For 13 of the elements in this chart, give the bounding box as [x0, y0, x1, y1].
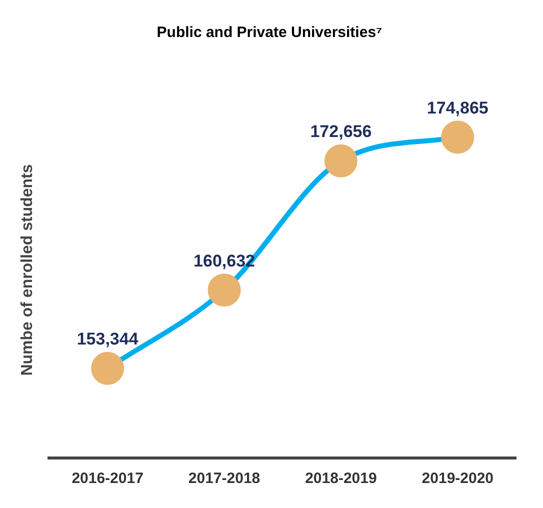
- data-label: 172,656: [310, 122, 372, 142]
- data-label: 153,344: [76, 330, 139, 349]
- x-tick-label: 2016-2017: [72, 470, 144, 488]
- x-tick-label: 2017-2018: [188, 470, 260, 488]
- data-label: 174,865: [426, 98, 488, 118]
- y-axis-title: Numbe of enrolled students: [19, 164, 36, 376]
- point: [324, 144, 358, 178]
- x-tick-label: 2018-2019: [305, 470, 377, 488]
- point: [91, 352, 124, 385]
- x-tick-label: 2019-2020: [422, 470, 494, 488]
- chart-title: Public and Private Universities⁷: [156, 24, 382, 42]
- point: [441, 120, 474, 154]
- point: [208, 274, 241, 307]
